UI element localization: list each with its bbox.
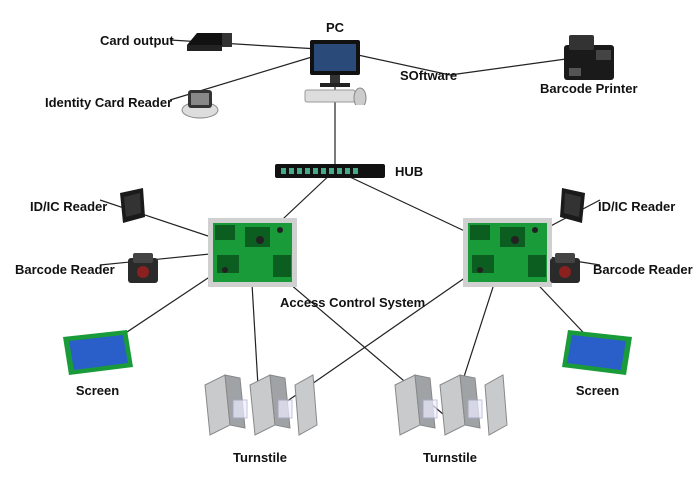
id-card-reader-icon (180, 85, 220, 120)
card-output-label: Card output (100, 33, 174, 48)
barcode-right-node: Barcode Reader (545, 250, 693, 288)
card-output-node: Card output (100, 25, 237, 55)
screen-right-label: Screen (576, 383, 619, 398)
idic-left-label: ID/IC Reader (30, 199, 107, 214)
software-node: SOftware (400, 68, 457, 83)
acs-left-node (205, 215, 300, 290)
id-card-reader-label: Identity Card Reader (45, 95, 172, 110)
idic-left-node: ID/IC Reader (30, 185, 150, 227)
acs-label: Access Control System (280, 295, 425, 310)
screen-right-node: Screen (555, 325, 640, 398)
hub-label: HUB (395, 164, 423, 179)
pc-icon (300, 35, 370, 105)
screen-icon (55, 325, 140, 380)
card-output-icon (182, 25, 237, 55)
pc-label: PC (326, 20, 344, 35)
screen-left-node: Screen (55, 325, 140, 398)
barcode-printer-icon (554, 30, 624, 85)
barcode-right-label: Barcode Reader (593, 262, 693, 277)
pcb-left-icon (205, 215, 300, 290)
idic-reader-icon (555, 185, 590, 227)
barcode-printer-label: Barcode Printer (540, 81, 638, 96)
acs-right-node (460, 215, 555, 290)
idic-right-node: ID/IC Reader (555, 185, 675, 227)
turnstile-left-label: Turnstile (233, 450, 287, 465)
screen-left-label: Screen (76, 383, 119, 398)
barcode-left-node: Barcode Reader (15, 250, 163, 288)
turnstile-right-label: Turnstile (423, 450, 477, 465)
screen-icon (555, 325, 640, 380)
turnstile-icon (385, 370, 515, 450)
turnstile-right-node: Turnstile (385, 370, 515, 465)
pc-node: PC (295, 20, 375, 105)
turnstile-icon (195, 370, 325, 450)
idic-right-label: ID/IC Reader (598, 199, 675, 214)
idic-reader-icon (115, 185, 150, 227)
hub-icon (275, 160, 385, 182)
barcode-left-label: Barcode Reader (15, 262, 115, 277)
pcb-right-icon (460, 215, 555, 290)
barcode-reader-icon (545, 250, 585, 288)
barcode-reader-icon (123, 250, 163, 288)
hub-node: HUB (275, 160, 423, 182)
barcode-printer-node: Barcode Printer (540, 30, 638, 96)
turnstile-left-node: Turnstile (195, 370, 325, 465)
id-card-reader-node: Identity Card Reader (45, 85, 220, 120)
software-label: SOftware (400, 68, 457, 83)
